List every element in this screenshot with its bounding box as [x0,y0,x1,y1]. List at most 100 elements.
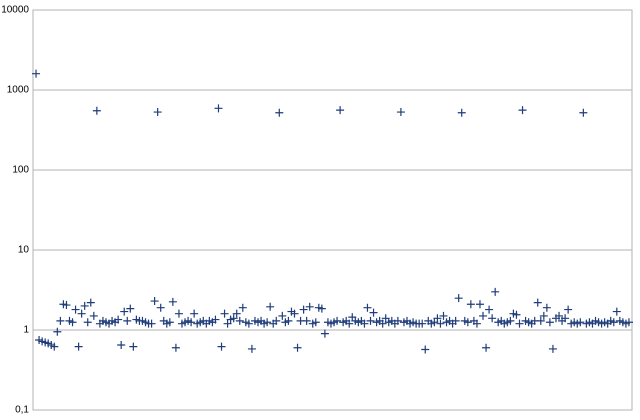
point [50,342,59,351]
point [56,316,65,325]
y-tick-label: 10000 [1,5,29,16]
point [482,343,491,352]
point [421,345,430,354]
point [299,305,308,314]
point [466,300,475,309]
plot-area [32,9,633,411]
point [564,305,573,314]
point [275,108,284,117]
point [418,319,427,328]
point [147,319,156,328]
point [68,318,77,327]
point [126,304,135,313]
point [539,311,548,320]
point [62,301,71,310]
point [533,298,542,307]
point [278,311,287,320]
point [555,311,564,320]
point [32,69,41,78]
point [293,343,302,352]
y-tick-label: 0,1 [15,405,29,416]
point [92,106,101,115]
point [302,316,311,325]
point [305,302,314,311]
point [83,318,92,327]
point [89,311,98,320]
point [284,316,293,325]
point [247,344,256,353]
point [545,318,554,327]
point [433,314,442,323]
point [211,315,220,324]
point [217,342,226,351]
point [536,316,545,325]
point [512,310,521,319]
point [454,294,463,303]
point [609,318,618,327]
point [223,319,232,328]
point [336,106,345,115]
y-tick-label: 1 [23,325,29,336]
point [561,314,570,323]
point [542,303,551,312]
point [244,319,253,328]
point [232,309,241,318]
point [463,318,472,327]
point [187,318,196,327]
point [506,316,515,325]
point [214,104,223,113]
point [485,305,494,314]
point [156,303,165,312]
y-tick-label: 10 [18,245,30,256]
point [576,318,585,327]
point [80,301,89,310]
point [117,340,126,349]
point [515,319,524,328]
point [360,319,369,328]
point [171,343,180,352]
point [579,108,588,117]
point [114,315,123,324]
point [190,309,199,318]
point [311,318,320,327]
point [235,316,244,325]
point [120,307,129,316]
point [266,302,275,311]
point [320,329,329,338]
point [165,318,174,327]
point [229,314,238,323]
point [488,314,497,323]
point [290,309,299,318]
point [472,319,481,328]
point [393,316,402,325]
point [333,316,342,325]
point [150,297,159,306]
point [174,309,183,318]
point [238,303,247,312]
point [129,342,138,351]
point [317,304,326,313]
point [378,319,387,328]
point [451,316,460,325]
point [548,344,557,353]
point [272,316,281,325]
point [475,300,484,309]
point [491,287,500,296]
point [457,108,466,117]
point [612,307,621,316]
y-tick-label: 1000 [7,85,30,96]
point [363,303,372,312]
point [263,318,272,327]
point [220,309,229,318]
point [436,319,445,328]
point [74,342,83,351]
point [396,108,405,117]
point [77,309,86,318]
point [439,311,448,320]
point [366,316,375,325]
point [71,305,80,314]
point [518,106,527,115]
point [168,297,177,306]
point [345,319,354,328]
